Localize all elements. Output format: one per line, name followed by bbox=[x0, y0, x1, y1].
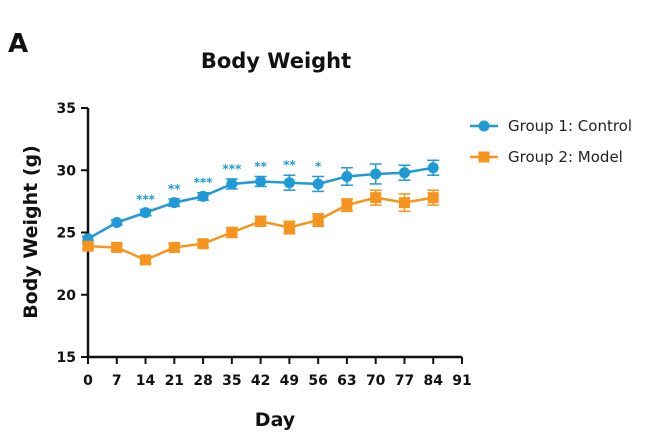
x-axis-label: Day bbox=[255, 409, 296, 431]
significance-marker: *** bbox=[222, 162, 242, 176]
data-point-circle bbox=[398, 167, 410, 179]
x-tick-label: 56 bbox=[308, 373, 327, 389]
data-point-square bbox=[398, 197, 410, 209]
data-point-circle bbox=[312, 178, 324, 190]
x-tick-label: 77 bbox=[395, 373, 414, 389]
data-point-circle bbox=[140, 207, 152, 219]
significance-marker: * bbox=[315, 159, 322, 173]
x-tick-label: 84 bbox=[423, 373, 443, 389]
data-point-square bbox=[341, 199, 353, 211]
legend-marker-square bbox=[478, 151, 490, 163]
x-tick-label: 35 bbox=[222, 373, 241, 389]
x-tick-label: 42 bbox=[251, 373, 270, 389]
data-point-circle bbox=[283, 177, 295, 189]
legend: Group 1: Control Group 2: Model bbox=[470, 117, 632, 166]
legend-marker-circle bbox=[478, 120, 490, 132]
x-tick-label: 91 bbox=[452, 373, 471, 389]
panel-label: A bbox=[8, 29, 28, 59]
data-point-square bbox=[427, 192, 439, 204]
data-point-circle bbox=[255, 175, 267, 187]
series-line-2 bbox=[87, 196, 434, 262]
significance-marker: *** bbox=[194, 176, 214, 190]
data-point-square bbox=[370, 192, 382, 204]
x-tick-label: 7 bbox=[112, 373, 122, 389]
x-tick-label: 21 bbox=[165, 373, 184, 389]
y-tick-label: 20 bbox=[57, 288, 77, 304]
significance-annotations: ***** ****** ** ** * bbox=[136, 158, 322, 206]
x-tick-label: 63 bbox=[337, 373, 356, 389]
data-point-square bbox=[82, 240, 94, 252]
y-axis-label: Body Weight (g) bbox=[20, 145, 42, 319]
data-point-square bbox=[168, 241, 180, 253]
significance-marker: ** bbox=[254, 159, 267, 173]
data-point-circle bbox=[427, 162, 439, 174]
x-tick-label: 0 bbox=[83, 373, 93, 389]
x-tick-label: 70 bbox=[366, 373, 386, 389]
significance-marker: ** bbox=[283, 158, 296, 172]
y-tick-label: 30 bbox=[57, 163, 77, 179]
data-point-square bbox=[283, 222, 295, 234]
data-point-circle bbox=[197, 190, 209, 202]
x-tick-label: 49 bbox=[280, 373, 299, 389]
data-point-circle bbox=[111, 217, 123, 229]
significance-marker: *** bbox=[136, 192, 156, 206]
data-point-square bbox=[111, 241, 123, 253]
chart-title: Body Weight bbox=[201, 49, 351, 73]
significance-marker: ** bbox=[168, 182, 181, 196]
data-point-square bbox=[140, 254, 152, 266]
data-point-circle bbox=[226, 178, 238, 190]
y-tick-label: 15 bbox=[57, 350, 76, 366]
data-point-square bbox=[255, 215, 267, 227]
data-point-circle bbox=[341, 170, 353, 182]
x-tick-label: 28 bbox=[193, 373, 212, 389]
legend-label: Group 2: Model bbox=[508, 148, 623, 166]
axes: 0 7 14 21 28 35 42 49 56 63 70 77 84 91 15 20 25 30 35 bbox=[57, 101, 472, 389]
series-markers bbox=[82, 162, 439, 266]
data-point-square bbox=[312, 214, 324, 226]
y-tick-label: 35 bbox=[57, 101, 76, 117]
data-point-circle bbox=[168, 197, 180, 209]
error-bars bbox=[82, 159, 440, 265]
data-point-circle bbox=[370, 168, 382, 180]
legend-label: Group 1: Control bbox=[508, 117, 632, 135]
x-tick-label: 14 bbox=[136, 373, 156, 389]
y-tick-label: 25 bbox=[57, 226, 76, 242]
data-point-square bbox=[226, 227, 238, 238]
data-point-square bbox=[197, 238, 209, 250]
